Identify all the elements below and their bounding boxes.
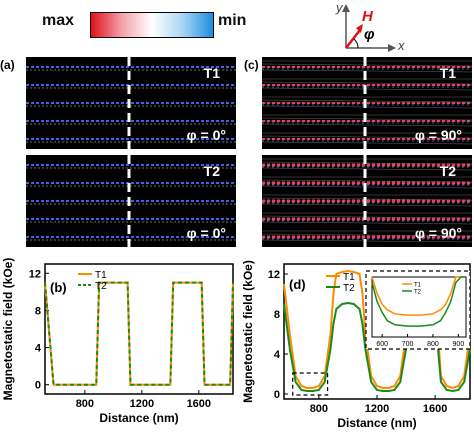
chart-b-legend-label-t2: T2 xyxy=(95,281,107,292)
panel-a-top-angle: φ = 0° xyxy=(186,127,226,143)
colorbar-min-label: min xyxy=(218,12,247,29)
chart-d-inset-xtick-label: 700 xyxy=(402,341,414,348)
panel-c-top-angle: φ = 90° xyxy=(414,127,462,143)
panel-a-top-tag: T1 xyxy=(203,65,220,81)
chart-b-xtick-label: 1200 xyxy=(130,398,154,410)
chart-d-inset-frame xyxy=(371,276,467,338)
chart-d-legend-label-t2: T2 xyxy=(343,283,355,294)
panel-a-top-image: T1 φ = 0° xyxy=(26,57,236,149)
chart-b-panel-label: (b) xyxy=(50,280,67,295)
chart-d-xlabel: Distance (nm) xyxy=(337,416,416,430)
chart-b-ytick-label: 12 xyxy=(29,268,41,280)
axis-x-label: x xyxy=(398,38,405,53)
panel-c-bottom-angle: φ = 90° xyxy=(414,225,462,241)
angle-phi-label: φ xyxy=(364,26,375,43)
coordinate-axes-icon xyxy=(342,4,396,52)
panel-a-bottom-angle: φ = 0° xyxy=(186,225,226,241)
chart-b-ytick-label: 8 xyxy=(35,305,41,317)
chart-d-xtick-label: 1600 xyxy=(423,403,447,415)
panel-a-label: (a) xyxy=(0,58,15,72)
colorbar xyxy=(90,12,214,38)
chart-d-ytick-label: 0 xyxy=(274,389,280,401)
panel-c-top-image: T1 φ = 90° xyxy=(262,57,472,149)
chart-b-series-t1 xyxy=(44,281,234,386)
chart-d-inset-series-t2 xyxy=(371,276,466,327)
chart-b: 800 1200 1600 0 4 8 12 Distance (nm) Magnetostat… xyxy=(1,258,234,425)
chart-d-zoom-box xyxy=(292,372,329,396)
chart-b-ytick-label: 4 xyxy=(35,343,42,355)
field-h-label: H xyxy=(362,8,373,25)
chart-d-ylabel: Magnetostatic field (kOe) xyxy=(241,260,255,403)
chart-b-xtick-label: 1600 xyxy=(187,398,211,410)
chart-d-ytick-label: 12 xyxy=(268,269,280,281)
colorbar-max-label: max xyxy=(42,12,75,29)
panel-c-label: (c) xyxy=(244,58,259,72)
chart-d-ytick-label: 8 xyxy=(274,309,280,321)
chart-d-xtick-label: 1200 xyxy=(365,403,389,415)
chart-d-panel-label: (d) xyxy=(289,277,306,292)
panel-c-bottom-tag: T2 xyxy=(439,163,456,179)
panel-c-top-tag: T1 xyxy=(439,65,456,81)
axis-y-label: y xyxy=(336,0,343,15)
chart-d-legend-label-t1: T1 xyxy=(343,272,355,283)
chart-d-inset-legend-label-t1: T1 xyxy=(414,283,422,289)
chart-d-ytick-label: 4 xyxy=(274,349,281,361)
chart-b-ytick-label: 0 xyxy=(35,380,41,392)
chart-b-ylabel: Magnetostatic field (kOe) xyxy=(1,258,15,401)
chart-d-xtick-label: 800 xyxy=(310,403,328,415)
chart-d-inset-xtick-label: 800 xyxy=(427,341,439,348)
chart-b-legend-label-t1: T1 xyxy=(95,270,107,281)
chart-d: 800 1200 1600 0 4 8 12 Distance (nm) Magnetostat… xyxy=(241,260,471,430)
panel-a-bottom-tag: T2 xyxy=(203,163,220,179)
chart-d-inset-xtick-label: 900 xyxy=(453,341,465,348)
chart-d-inset-xtick-label: 600 xyxy=(376,341,388,348)
chart-d-inset-legend-label-t2: T2 xyxy=(414,290,422,296)
chart-b-xtick-label: 800 xyxy=(76,398,94,410)
panel-c-bottom-image: T2 φ = 90° xyxy=(262,155,472,247)
panel-a-bottom-image: T2 φ = 0° xyxy=(26,155,236,247)
chart-b-xlabel: Distance (nm) xyxy=(99,411,178,425)
chart-d-inset-series-t1 xyxy=(371,276,466,316)
